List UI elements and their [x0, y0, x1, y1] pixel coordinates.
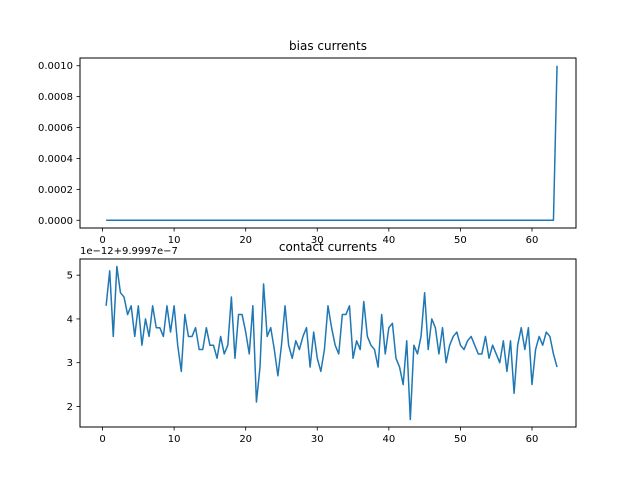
contact-currents-series-group [105, 265, 558, 421]
bias-currents-y-tick-label: 0.0010 [38, 61, 73, 72]
bias-currents-y-tick-label: 0.0004 [38, 154, 73, 165]
contact-currents-offset-label: 1e−12+9.9997e−7 [80, 246, 178, 257]
bias-currents-title: bias currents [289, 39, 367, 53]
bias-currents-x-tick-label: 40 [382, 235, 395, 246]
contact-currents-x-tick-label: 20 [239, 434, 252, 445]
contact-currents-x-tick-label: 40 [382, 434, 395, 445]
bias-currents-frame [79, 57, 577, 229]
contact-currents-ticks: 0 10 20 30 40 50 60 2 3 4 5 [67, 271, 539, 445]
contact-currents-x-tick-label: 0 [99, 434, 105, 445]
contact-currents-x-tick-label: 50 [454, 434, 467, 445]
bias-currents-x-tick-label: 50 [454, 235, 467, 246]
contact-currents-title: contact currents [279, 240, 377, 254]
contact-currents-y-tick-label: 3 [67, 358, 73, 369]
contact-currents-line [105, 265, 558, 421]
contact-currents-x-tick-label: 60 [526, 434, 539, 445]
bias-currents-x-tick-label: 10 [168, 235, 181, 246]
bias-currents-x-tick-label: 20 [239, 235, 252, 246]
contact-currents-x-tick-label: 10 [168, 434, 181, 445]
bias-currents-y-tick-label: 0.0008 [38, 92, 73, 103]
bias-currents-ticks: 0 10 20 30 40 50 60 0.0000 0.0002 0.0004 0.0006 0.0… [38, 61, 538, 246]
contact-currents-y-tick-label: 2 [67, 402, 73, 413]
bias-currents-y-tick-label: 0.0000 [38, 216, 73, 227]
contact-currents-y-tick-label: 4 [67, 314, 73, 325]
contact-currents-chart: contact currents 1e−12+9.9997e−7 0 10 20 30… [67, 240, 577, 445]
contact-currents-x-tick-label: 30 [311, 434, 324, 445]
bias-currents-series-group [106, 65, 558, 222]
bias-currents-chart: bias currents 0 10 20 30 40 50 600.00000.00020… [38, 39, 577, 246]
bias-currents-x-tick-label: 0 [99, 235, 105, 246]
bias-currents-y-tick-label: 0.0002 [38, 185, 73, 196]
contact-currents-y-tick-label: 5 [67, 271, 73, 282]
bias-currents-x-tick-label: 60 [526, 235, 539, 246]
bias-currents-x-tick-label: 30 [311, 235, 324, 246]
bias-currents-y-tick-label: 0.0006 [38, 123, 73, 134]
contact-currents-frame [79, 258, 577, 428]
bias-currents-line [106, 65, 558, 222]
